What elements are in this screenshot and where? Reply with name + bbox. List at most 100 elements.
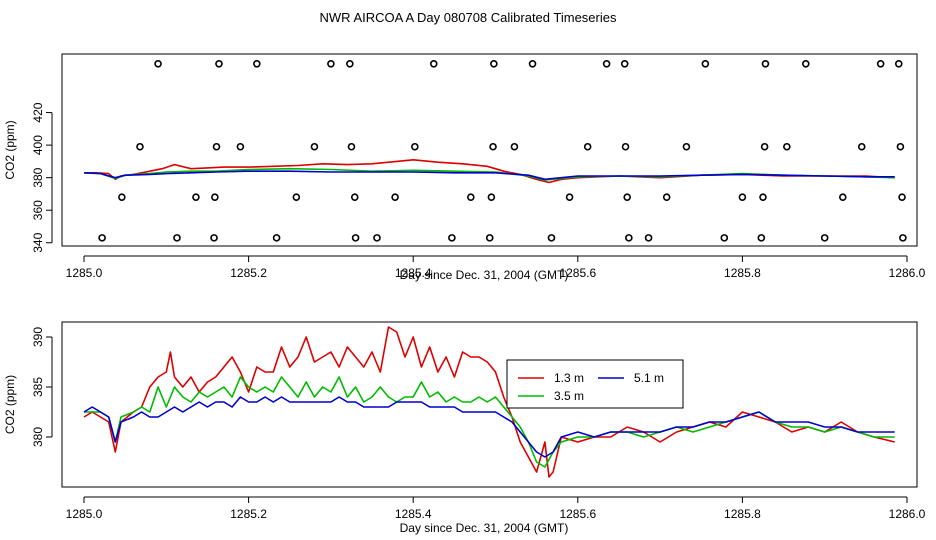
calibration-point	[602, 59, 611, 68]
calibration-point	[118, 193, 126, 201]
calibration-point	[327, 59, 335, 68]
calibration-point	[644, 234, 653, 242]
calibration-point	[621, 142, 630, 151]
calibration-point	[272, 234, 281, 242]
top-x-tick-label: 1285.8	[724, 266, 761, 280]
calibration-point	[310, 142, 319, 151]
top-x-tick-label: 1285.6	[559, 266, 596, 280]
calibration-point	[565, 193, 574, 201]
top-y-tick-label: 340	[31, 232, 45, 252]
bottom-x-tick-label: 1285.4	[395, 507, 432, 521]
calibration-point	[759, 193, 767, 201]
bottom-y-tick-label: 390	[31, 327, 45, 347]
bottom-series-1-3-mm-line	[83, 326, 895, 478]
legend-label: 3.5 m	[554, 389, 584, 403]
top-plot-frame	[61, 53, 918, 247]
calibration-point	[761, 59, 770, 68]
calibration-point	[720, 234, 729, 242]
top-x-tick-label: 1286.0	[889, 266, 926, 280]
calibration-point	[154, 59, 162, 68]
top-x-axis-title: Day since Dec. 31, 2004 (GMT)	[400, 268, 569, 282]
calibration-point	[136, 142, 144, 151]
calibration-point	[236, 142, 245, 151]
bottom-y-axis-title: CO2 (ppm)	[3, 375, 17, 434]
calibration-point	[346, 59, 354, 68]
legend-label: 1.3 m	[554, 371, 584, 385]
bottom-panel: 1285.0 1285.2 1285.4 1285.6 1285.8 1286.0 Day …	[3, 321, 926, 535]
top-calibration-points	[98, 59, 907, 242]
top-y-axis: 340 360 380 400 420 CO2 (ppm)	[3, 102, 53, 253]
calibration-point	[467, 193, 475, 201]
calibration-point	[876, 59, 885, 68]
bottom-x-tick-label: 1286.0	[889, 507, 926, 521]
bottom-y-tick-label: 380	[31, 427, 45, 447]
top-y-tick-label: 380	[31, 167, 45, 187]
top-x-tick-label: 1285.0	[66, 266, 103, 280]
calibration-point	[448, 234, 456, 242]
bottom-series-5-1-mm-line	[83, 396, 895, 458]
top-y-axis-title: CO2 (ppm)	[3, 120, 17, 179]
calibration-point	[801, 59, 810, 68]
top-series-1-3-mm-line	[84, 159, 895, 184]
calibration-point	[347, 142, 356, 151]
bottom-x-tick-label: 1285.8	[724, 507, 761, 521]
calibration-point	[215, 59, 223, 68]
calibration-point	[839, 193, 847, 201]
top-panel: 1285.0 1285.2 1285.4 1285.6 1285.8 1286.0 Day …	[3, 53, 926, 282]
calibration-point	[485, 234, 494, 242]
bottom-x-tick-label: 1285.2	[230, 507, 267, 521]
calibration-point	[760, 142, 769, 151]
bottom-plot-frame	[61, 321, 918, 488]
top-y-tick-label: 400	[31, 135, 45, 155]
calibration-point	[896, 142, 905, 151]
calibration-point	[899, 234, 907, 242]
top-x-tick-label: 1285.4	[395, 266, 432, 280]
calibration-point	[583, 142, 592, 151]
calibration-point	[98, 234, 106, 242]
top-x-axis: 1285.0 1285.2 1285.4 1285.6 1285.8 1286.0 Day …	[66, 255, 926, 282]
calibration-point	[625, 234, 633, 242]
figure-title: NWR AIRCOA A Day 080708 Calibrated Times…	[320, 10, 617, 25]
calibration-point	[253, 59, 261, 68]
top-y-tick-label: 420	[31, 102, 45, 122]
calibration-point	[510, 142, 519, 151]
calibration-point	[490, 59, 498, 68]
bottom-x-tick-label: 1285.6	[559, 507, 596, 521]
bottom-y-axis: 380 385 390 CO2 (ppm)	[3, 327, 53, 447]
calibration-point	[738, 193, 747, 201]
calibration-point	[547, 234, 556, 242]
bottom-x-axis-title: Day since Dec. 31, 2004 (GMT)	[400, 521, 569, 535]
legend-label: 5.1 m	[634, 371, 664, 385]
calibration-point	[623, 193, 631, 201]
calibration-point	[192, 193, 200, 201]
calibration-point	[350, 193, 359, 201]
calibration-point	[411, 142, 419, 151]
calibration-point	[292, 193, 301, 201]
calibration-point	[620, 59, 629, 68]
calibration-point	[898, 193, 906, 201]
calibration-point	[528, 59, 537, 68]
calibration-point	[210, 234, 218, 242]
calibration-point	[489, 142, 497, 151]
top-series-5-1-mm-line	[83, 170, 895, 181]
calibration-point	[783, 142, 791, 151]
calibration-point	[487, 193, 496, 201]
calibration-point	[373, 234, 381, 242]
calibration-point	[391, 193, 399, 201]
calibration-point	[894, 59, 903, 68]
bottom-x-tick-label: 1285.0	[66, 507, 103, 521]
calibration-point	[662, 193, 671, 201]
calibration-point	[173, 234, 181, 242]
calibration-point	[211, 193, 219, 201]
calibration-point	[351, 234, 360, 242]
legend-box	[506, 359, 684, 409]
calibration-point	[701, 59, 710, 68]
top-x-tick-label: 1285.2	[230, 266, 267, 280]
calibration-point	[212, 142, 221, 151]
legend: 1.3 m 3.5 m 5.1 m	[506, 359, 684, 409]
bottom-x-axis: 1285.0 1285.2 1285.4 1285.6 1285.8 1286.0 Day …	[66, 496, 926, 535]
calibration-point	[757, 234, 766, 242]
calibration-point	[429, 59, 438, 68]
top-y-tick-label: 360	[31, 200, 45, 220]
